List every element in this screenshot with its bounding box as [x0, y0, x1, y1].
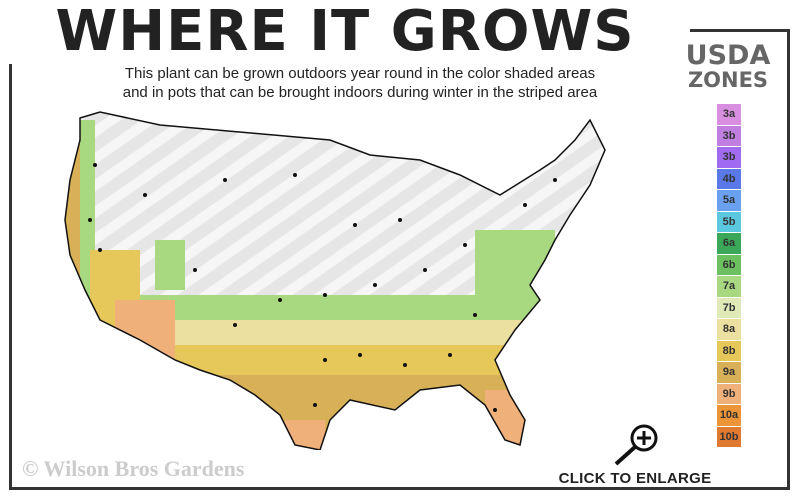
- subtitle: This plant can be grown outdoors year ro…: [40, 64, 680, 102]
- us-zone-map[interactable]: [55, 100, 615, 450]
- subtitle-line-2: and in pots that can be brought indoors …: [122, 84, 598, 101]
- legend-zone-7b: 7b: [717, 297, 741, 318]
- frame-right: [787, 29, 790, 490]
- copyright-watermark: © Wilson Bros Gardens: [22, 456, 245, 481]
- subtitle-line-1: This plant can be grown outdoors year ro…: [124, 65, 596, 82]
- map-fill: [65, 112, 605, 450]
- legend-zone-5a: 5a: [717, 190, 741, 211]
- legend-zone-9a: 9a: [717, 362, 741, 383]
- frame-top-right: [650, 29, 790, 32]
- click-to-enlarge-button[interactable]: CLICK TO ENLARGE: [528, 470, 742, 487]
- legend-zone-5b: 5b: [717, 211, 741, 232]
- legend-zone-6a: 6a: [717, 233, 741, 254]
- magnifier-plus-icon[interactable]: [608, 422, 664, 468]
- city-dots: [88, 163, 557, 412]
- frame-bottom: [9, 487, 790, 490]
- legend-zone-10a: 10a: [717, 405, 741, 426]
- legend-zone-8b: 8b: [717, 340, 741, 361]
- legend-zone-3b: 3b: [717, 147, 741, 168]
- title-text: WHERE IT GROWS: [43, 0, 647, 64]
- zone-legend: 3a 3b 3b 4b 5a 5b 6a 6b 7a 7b 8a 8b 9a 9b 10a 10b: [717, 104, 741, 448]
- legend-title-line-2: ZONES: [687, 68, 769, 92]
- legend-zone-4b: 4b: [717, 168, 741, 189]
- legend-zone-9b: 9b: [717, 383, 741, 404]
- legend-zone-6b: 6b: [717, 254, 741, 275]
- legend-zone-3b: 3b: [717, 125, 741, 146]
- legend-title-line-1: USDA: [685, 40, 771, 71]
- legend-zone-10b: 10b: [717, 426, 741, 447]
- legend-zone-8a: 8a: [717, 319, 741, 340]
- frame-left: [9, 29, 12, 490]
- legend-zone-7a: 7a: [717, 276, 741, 297]
- legend-zone-3a: 3a: [717, 104, 741, 125]
- page-title: WHERE IT GROWS: [0, 0, 690, 64]
- legend-title: USDA ZONES: [668, 40, 788, 92]
